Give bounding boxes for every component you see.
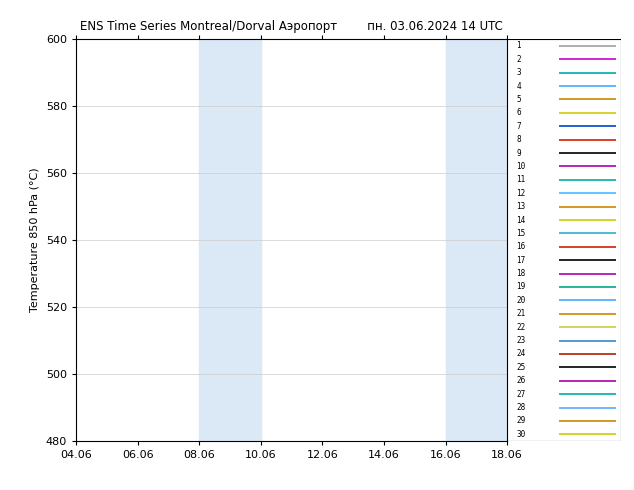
Text: 27: 27 (516, 390, 526, 399)
Text: 8: 8 (516, 135, 521, 144)
Text: 30: 30 (516, 430, 526, 439)
Text: 23: 23 (516, 336, 526, 345)
Bar (446, 39, 507, 441)
Text: 2: 2 (516, 55, 521, 64)
Bar (199, 39, 261, 441)
Text: 28: 28 (516, 403, 526, 412)
Text: 7: 7 (516, 122, 521, 131)
Text: 14: 14 (516, 216, 526, 224)
Text: 1: 1 (516, 41, 521, 50)
Text: 19: 19 (516, 282, 526, 292)
Text: 21: 21 (516, 309, 526, 318)
Text: 24: 24 (516, 349, 526, 359)
Text: 17: 17 (516, 256, 526, 265)
Text: 20: 20 (516, 296, 526, 305)
Text: 5: 5 (516, 95, 521, 104)
Text: 25: 25 (516, 363, 526, 372)
Text: 22: 22 (516, 322, 526, 332)
Text: 4: 4 (516, 81, 521, 91)
Text: 13: 13 (516, 202, 526, 211)
Text: 16: 16 (516, 242, 526, 251)
Text: 18: 18 (516, 269, 526, 278)
FancyBboxPatch shape (507, 39, 621, 441)
Text: 29: 29 (516, 416, 526, 425)
Text: 15: 15 (516, 229, 526, 238)
Y-axis label: Temperature 850 hPa (°C): Temperature 850 hPa (°C) (30, 168, 40, 313)
Text: 26: 26 (516, 376, 526, 385)
Text: 10: 10 (516, 162, 526, 171)
Text: ENS Time Series Montreal/Dorval Аэропорт        пн. 03.06.2024 14 UTC: ENS Time Series Montreal/Dorval Аэропорт… (81, 20, 503, 33)
Text: 9: 9 (516, 148, 521, 158)
Text: 6: 6 (516, 108, 521, 118)
Text: 12: 12 (516, 189, 526, 198)
Text: 11: 11 (516, 175, 526, 184)
Text: 3: 3 (516, 68, 521, 77)
